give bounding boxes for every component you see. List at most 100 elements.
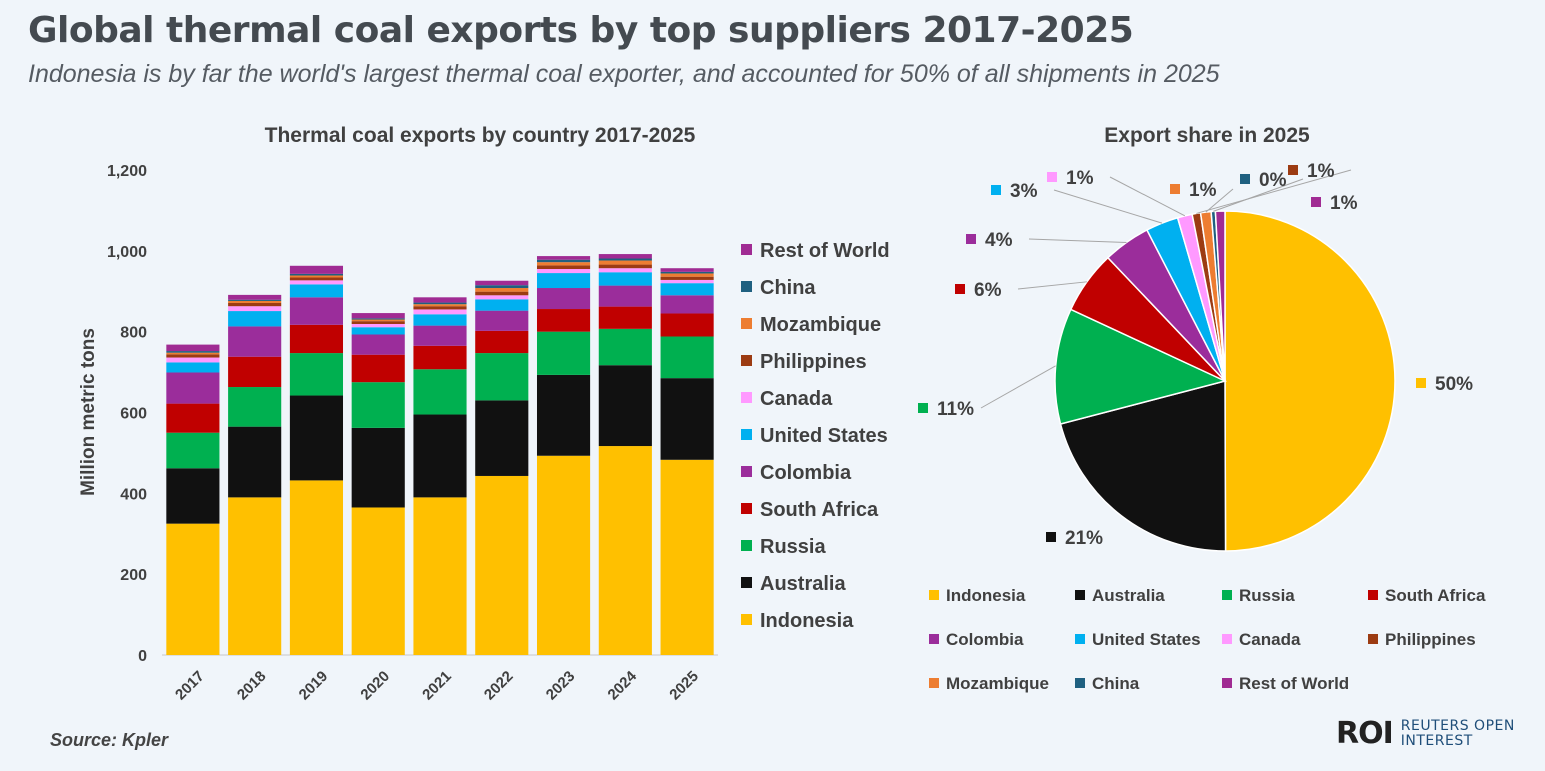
bar-segment-philippines-2021 [413, 306, 467, 310]
data-label-swatch-russia [918, 403, 928, 413]
pie-slice-indonesia [1224, 210, 1396, 552]
bar-segment-colombia-2021 [413, 325, 467, 346]
bar-segment-philippines-2024 [598, 264, 652, 269]
bar-segment-russia-2018 [228, 387, 282, 427]
bar-segment-south-africa-2018 [228, 356, 282, 388]
bar-segment-mozambique-2019 [289, 275, 344, 278]
bar-segment-indonesia-2017 [166, 523, 220, 655]
bar-segment-philippines-2025 [660, 276, 714, 280]
data-label-swatch-philippines [1288, 165, 1298, 175]
legend-swatch-australia [741, 577, 752, 588]
bar-segment-united-states-2017 [166, 362, 220, 373]
bar-segment-mozambique-2017 [166, 352, 220, 355]
bar-segment-china-2023 [536, 259, 591, 263]
pie-legend-label-philippines: Philippines [1385, 630, 1476, 649]
legend-swatch-south-africa [741, 503, 752, 514]
pie-slice-australia [1059, 380, 1227, 552]
bar-segment-china-2020 [351, 318, 405, 320]
bar-segment-colombia-2024 [598, 285, 652, 307]
bar-segment-china-2024 [598, 258, 652, 261]
bar-segment-china-2021 [413, 302, 467, 305]
pie-legend-label-rest-of-world: Rest of World [1239, 674, 1349, 693]
bar-segment-russia-2020 [351, 382, 405, 428]
legend-label-russia: Russia [760, 536, 826, 558]
pie-legend-swatch-colombia [929, 634, 939, 644]
bar-segment-indonesia-2022 [475, 475, 529, 655]
y-tick-label: 1,200 [107, 163, 147, 180]
legend-label-indonesia: Indonesia [760, 610, 854, 632]
bar-segment-rest-of-world-2025 [660, 268, 714, 272]
bar-segment-south-africa-2024 [598, 306, 652, 329]
bar-segment-china-2017 [166, 351, 220, 353]
data-label-swatch-rest-of-world [1311, 197, 1321, 207]
page-subtitle: Indonesia is by far the world's largest … [28, 60, 1220, 88]
legend-label-philippines: Philippines [760, 351, 867, 373]
bar-segment-colombia-2020 [351, 334, 405, 355]
bar-segment-philippines-2023 [536, 265, 591, 270]
pie-legend-swatch-canada [1222, 634, 1232, 644]
bar-segment-mozambique-2023 [536, 262, 591, 266]
bar-segment-rest-of-world-2018 [228, 294, 282, 300]
bar-segment-australia-2024 [598, 365, 652, 447]
roi-logo: ROI REUTERS OPEN INTEREST [1336, 716, 1515, 751]
pie-legend-label-colombia: Colombia [946, 630, 1024, 649]
bar-segment-indonesia-2021 [413, 497, 467, 655]
bar-segment-mozambique-2021 [413, 304, 467, 307]
legend-label-south-africa: South Africa [760, 499, 879, 521]
leader-line-philippines [1196, 169, 1352, 214]
pie-legend-label-mozambique: Mozambique [946, 674, 1049, 693]
bar-segment-australia-2025 [660, 378, 714, 460]
bar-segment-indonesia-2018 [228, 497, 282, 655]
data-label-philippines: 1% [1307, 161, 1335, 182]
data-label-swatch-mozambique [1170, 184, 1180, 194]
pie-slice-rest-of-world [1214, 210, 1226, 382]
page-title: Global thermal coal exports by top suppl… [28, 10, 1134, 51]
pie-legend-label-south-africa: South Africa [1385, 586, 1486, 605]
bar-segment-indonesia-2023 [536, 455, 591, 655]
bar-segment-indonesia-2020 [351, 507, 405, 655]
bar-segment-philippines-2020 [351, 321, 405, 324]
pie-legend-swatch-south-africa [1368, 590, 1378, 600]
leader-line-united-states [1053, 189, 1163, 224]
pie-legend-label-russia: Russia [1239, 586, 1295, 605]
bar-segment-australia-2020 [351, 427, 405, 508]
bar-segment-indonesia-2025 [660, 459, 714, 655]
bar-segment-united-states-2021 [413, 314, 467, 326]
legend-swatch-colombia [741, 466, 752, 477]
data-label-swatch-south-africa [955, 284, 965, 294]
pie-legend-label-china: China [1092, 674, 1140, 693]
stacked-bar-chart: Thermal coal exports by country 2017-202… [78, 124, 890, 703]
y-tick-label: 800 [120, 325, 147, 342]
bar-segment-mozambique-2018 [228, 300, 282, 303]
pie-legend-label-canada: Canada [1239, 630, 1301, 649]
data-label-indonesia: 50% [1435, 374, 1473, 395]
legend-swatch-philippines [741, 355, 752, 366]
bar-segment-mozambique-2020 [351, 319, 405, 322]
pie-legend-swatch-china [1075, 678, 1085, 688]
bar-segment-colombia-2025 [660, 295, 714, 314]
pie-chart-title: Export share in 2025 [1104, 124, 1310, 147]
data-label-mozambique: 1% [1189, 180, 1217, 201]
y-axis-label: Million metric tons [78, 328, 99, 496]
bar-segment-canada-2018 [228, 306, 282, 312]
bar-segment-indonesia-2019 [289, 480, 344, 655]
bar-segment-south-africa-2017 [166, 403, 220, 433]
bar-segment-mozambique-2024 [598, 260, 652, 265]
bar-segment-china-2025 [660, 271, 714, 274]
bar-segment-south-africa-2025 [660, 313, 714, 337]
bar-segment-rest-of-world-2021 [413, 297, 467, 303]
y-tick-label: 400 [120, 486, 147, 503]
bar-segment-russia-2024 [598, 328, 652, 366]
legend-label-rest-of-world: Rest of World [760, 240, 890, 262]
data-label-russia: 11% [937, 399, 974, 420]
bar-segment-australia-2022 [475, 400, 529, 476]
bar-segment-australia-2019 [289, 395, 344, 481]
legend-label-colombia: Colombia [760, 462, 852, 484]
bar-segment-colombia-2023 [536, 288, 591, 310]
bar-segment-china-2022 [475, 285, 529, 289]
source-note: Source: Kpler [50, 730, 169, 750]
logo-text: REUTERS OPEN INTEREST [1401, 718, 1515, 749]
pie-legend-swatch-rest-of-world [1222, 678, 1232, 688]
bar-segment-south-africa-2022 [475, 330, 529, 354]
pie-slice-russia [1054, 308, 1228, 425]
